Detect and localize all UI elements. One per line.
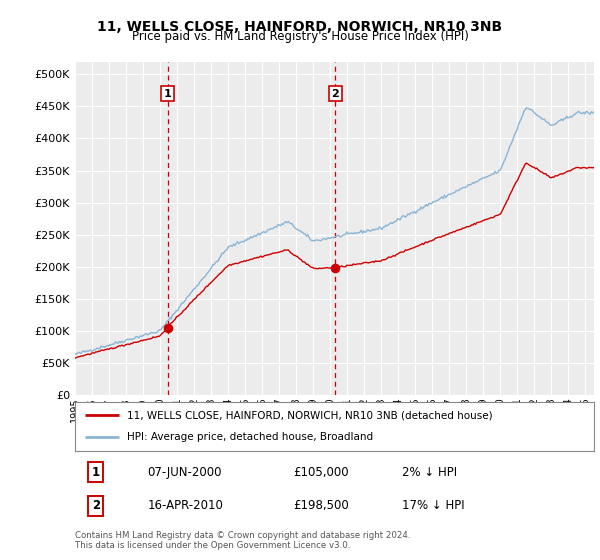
Point bbox=[331, 263, 340, 272]
Text: 16-APR-2010: 16-APR-2010 bbox=[148, 500, 224, 512]
Text: 17% ↓ HPI: 17% ↓ HPI bbox=[402, 500, 464, 512]
Text: 11, WELLS CLOSE, HAINFORD, NORWICH, NR10 3NB (detached house): 11, WELLS CLOSE, HAINFORD, NORWICH, NR10… bbox=[127, 410, 493, 421]
Text: 2: 2 bbox=[92, 500, 100, 512]
Text: 2% ↓ HPI: 2% ↓ HPI bbox=[402, 466, 457, 479]
Text: 2: 2 bbox=[331, 88, 339, 99]
Text: £105,000: £105,000 bbox=[293, 466, 349, 479]
Text: Contains HM Land Registry data © Crown copyright and database right 2024.
This d: Contains HM Land Registry data © Crown c… bbox=[75, 531, 410, 550]
Text: £198,500: £198,500 bbox=[293, 500, 349, 512]
Text: 1: 1 bbox=[92, 466, 100, 479]
Text: HPI: Average price, detached house, Broadland: HPI: Average price, detached house, Broa… bbox=[127, 432, 373, 442]
Text: 1: 1 bbox=[164, 88, 172, 99]
Text: 11, WELLS CLOSE, HAINFORD, NORWICH, NR10 3NB: 11, WELLS CLOSE, HAINFORD, NORWICH, NR10… bbox=[97, 20, 503, 34]
Point bbox=[163, 323, 172, 332]
Text: Price paid vs. HM Land Registry's House Price Index (HPI): Price paid vs. HM Land Registry's House … bbox=[131, 30, 469, 43]
Text: 07-JUN-2000: 07-JUN-2000 bbox=[148, 466, 222, 479]
